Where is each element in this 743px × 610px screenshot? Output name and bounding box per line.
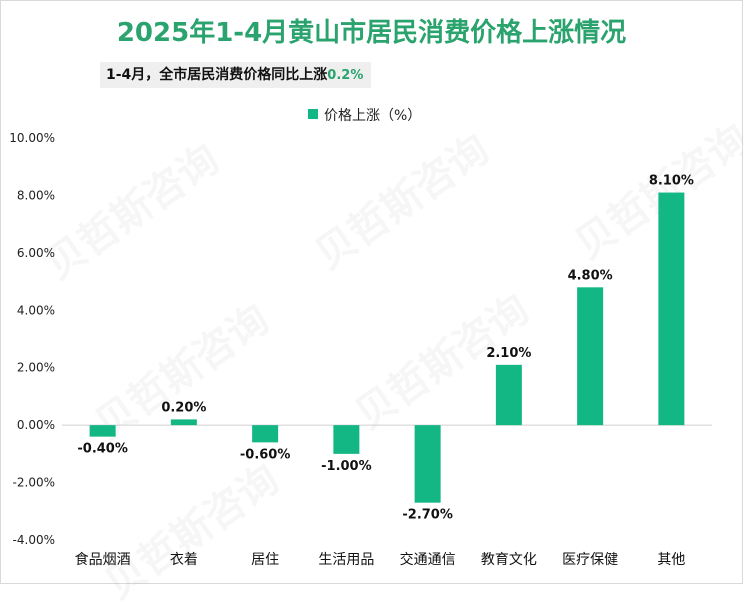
x-tick-label: 交通通信 [400,551,456,568]
y-tick-label: 10.00% [9,131,55,145]
legend-label: 价格上涨（%） [324,108,422,124]
bar [89,425,116,437]
chart-title: 2025年1-4月黄山市居民消费价格上涨情况 [116,18,627,48]
bar [170,419,197,426]
bar [333,425,360,454]
y-tick-label: 2.00% [17,361,55,375]
x-tick-label: 生活用品 [318,552,374,568]
data-label: -2.70% [402,508,453,523]
y-tick-label: 6.00% [17,246,55,260]
x-tick-label: 其他 [657,552,685,568]
data-label: -0.40% [77,442,128,457]
y-tick-label: -2.00% [13,476,55,490]
legend-swatch [308,109,318,119]
y-tick-label: 0.00% [17,418,55,432]
y-tick-label: -4.00% [13,533,55,547]
data-label: 4.80% [568,268,613,283]
y-tick-label: 8.00% [17,188,55,202]
y-tick-label: 4.00% [17,303,55,317]
summary-highlight: 0.2% [327,68,364,83]
data-label: 2.10% [486,346,531,361]
bar-chart: 10.00% 8.00% 6.00% 4.00% 2.00% 0.00% -2.00% -4.… [9,131,712,568]
data-label: 8.10% [649,174,694,189]
x-tick-label: 居住 [251,552,279,568]
x-tick-label: 食品烟酒 [75,551,131,568]
bar [414,425,441,503]
bar [495,364,522,426]
bar [658,192,685,426]
data-label: 0.20% [161,400,206,415]
bar [252,425,279,443]
summary-note: 1-4月，全市居民消费价格同比上涨0.2% [100,62,372,88]
summary-text: 1-4月，全市居民消费价格同比上涨 [106,67,328,83]
x-tick-label: 医疗保健 [562,552,618,568]
legend: 价格上涨（%） [308,105,421,127]
chart-frame [0,0,743,584]
data-label: -1.00% [321,459,372,474]
data-label: -0.60% [240,447,291,462]
x-tick-label: 衣着 [170,552,198,568]
bar [577,287,604,426]
x-tick-label: 教育文化 [481,552,537,568]
